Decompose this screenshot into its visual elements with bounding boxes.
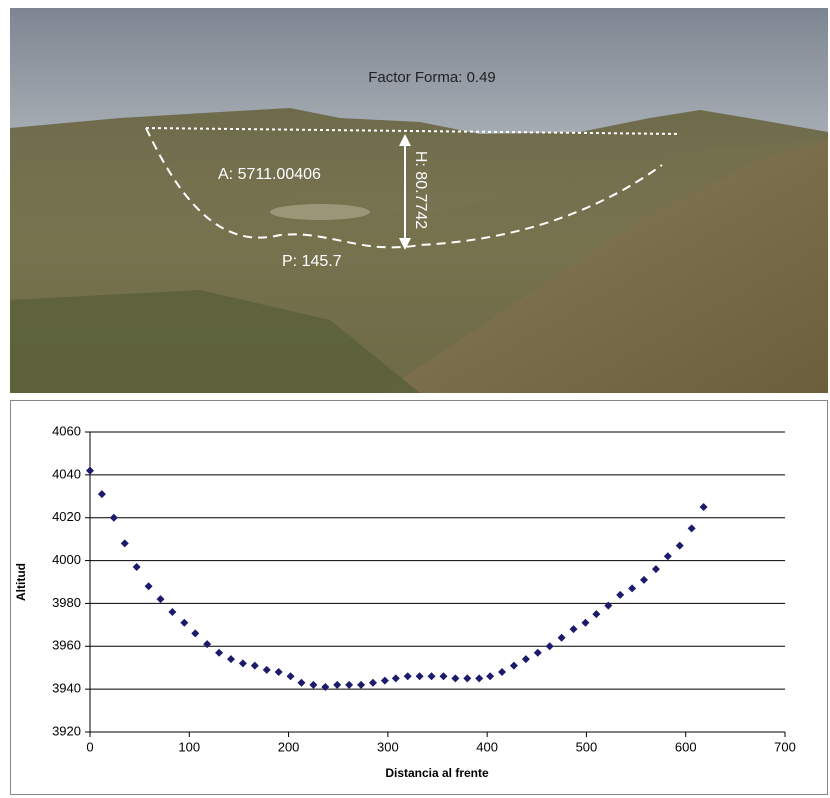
x-tick-label: 200	[278, 739, 300, 754]
y-tick-label: 4060	[52, 423, 81, 438]
y-axis-title: Altitud	[14, 563, 28, 601]
area-label: A: 5711.00406	[218, 166, 321, 183]
page: Factor Forma: 0.49 A: 5711.00406 H: 80.7…	[0, 0, 830, 798]
x-tick-label: 400	[476, 739, 498, 754]
photo: Factor Forma: 0.49 A: 5711.00406 H: 80.7…	[10, 8, 828, 393]
height-label: H: 80.7742	[412, 151, 429, 229]
y-tick-label: 4040	[52, 466, 81, 481]
perimeter-label: P: 145.7	[282, 253, 342, 270]
y-tick-label: 4000	[52, 552, 81, 567]
form-factor: Factor Forma: 0.49	[368, 69, 496, 86]
y-tick-label: 4020	[52, 509, 81, 524]
x-axis-title: Distancia al frente	[385, 766, 489, 780]
y-tick-label: 3920	[52, 723, 81, 738]
x-tick-label: 600	[675, 739, 697, 754]
x-tick-label: 700	[774, 739, 796, 754]
x-tick-label: 500	[576, 739, 598, 754]
y-tick-label: 3940	[52, 681, 81, 696]
x-tick-label: 0	[86, 739, 93, 754]
x-tick-label: 300	[377, 739, 399, 754]
x-tick-label: 100	[178, 739, 200, 754]
chart-frame	[11, 401, 828, 795]
y-tick-label: 3980	[52, 595, 81, 610]
y-tick-label: 3960	[52, 638, 81, 653]
